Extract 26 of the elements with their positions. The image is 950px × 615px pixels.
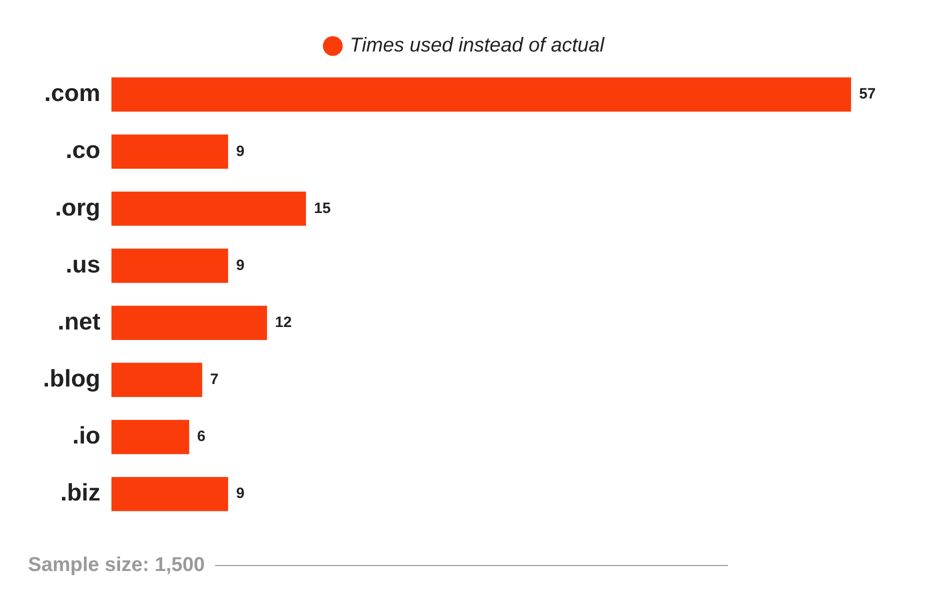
- data-label: 15: [314, 200, 331, 217]
- bar: [111, 77, 852, 112]
- bar: [111, 306, 268, 340]
- bar: [111, 420, 190, 454]
- y-tick-label: .co: [66, 137, 100, 164]
- legend-label: Times used instead of actual: [350, 34, 605, 57]
- data-label: 9: [236, 485, 244, 502]
- data-label: 57: [859, 86, 876, 103]
- bar: [111, 362, 202, 398]
- y-tick-label: .com: [44, 80, 100, 108]
- data-label: 12: [275, 314, 292, 331]
- y-tick-label: .net: [58, 308, 100, 336]
- data-label: 6: [197, 428, 206, 446]
- data-label: 9: [236, 256, 244, 274]
- bar: [111, 476, 228, 512]
- data-label: 9: [236, 142, 244, 160]
- y-tick-label: .org: [54, 194, 100, 222]
- text: Sample size: 1,500: [28, 554, 205, 577]
- y-tick-label: .blog: [42, 366, 100, 393]
- y-tick-label: .io: [72, 422, 100, 450]
- bar: [111, 192, 306, 226]
- data-label: 7: [210, 371, 219, 388]
- y-tick-label: .us: [66, 251, 100, 278]
- y-tick-label: .biz: [60, 480, 100, 507]
- bar: [111, 134, 228, 169]
- bar: [111, 248, 228, 283]
